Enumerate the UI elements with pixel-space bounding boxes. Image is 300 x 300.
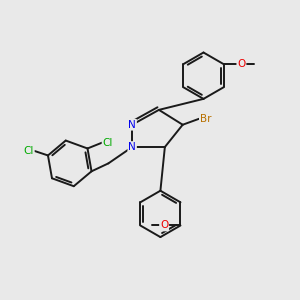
Text: Cl: Cl [23, 146, 34, 156]
Text: N: N [128, 120, 136, 130]
Text: Br: Br [200, 114, 211, 124]
Text: O: O [237, 59, 245, 69]
Text: N: N [128, 142, 136, 152]
Text: O: O [160, 220, 168, 230]
Text: Cl: Cl [103, 137, 113, 148]
